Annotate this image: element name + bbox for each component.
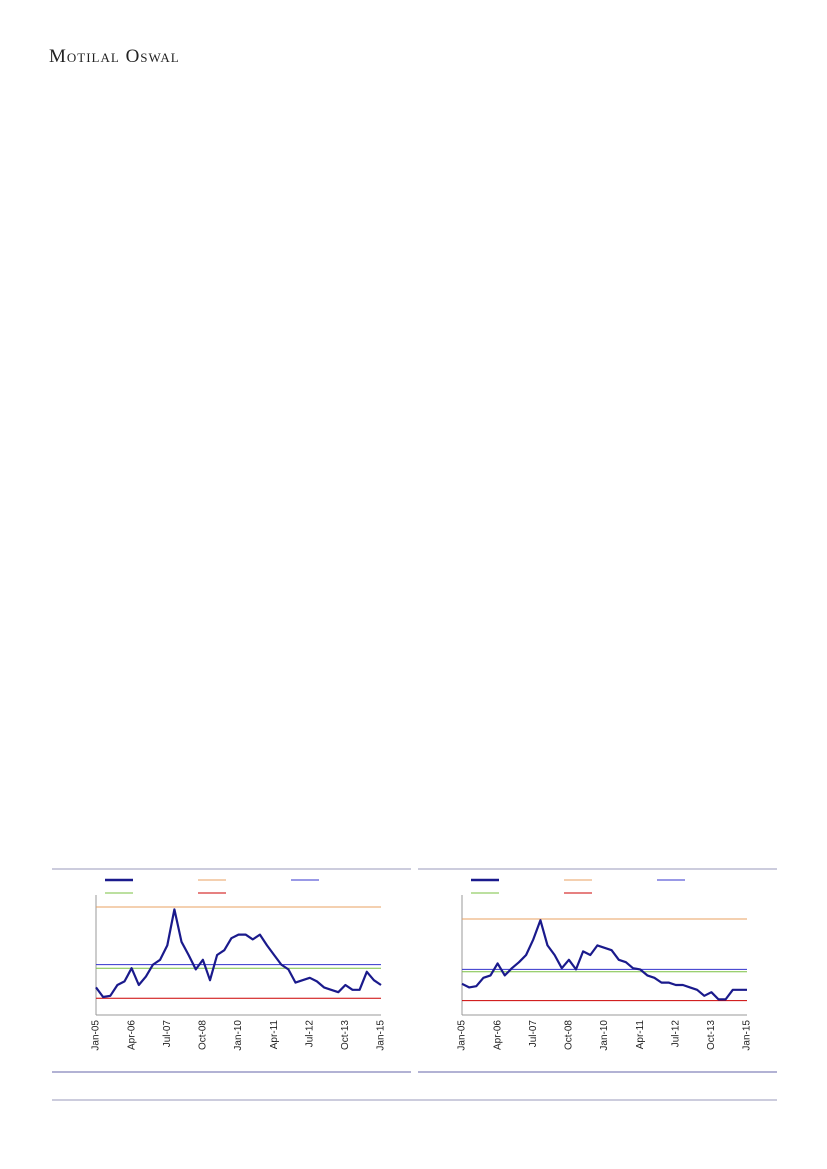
x-tick-label: Jan-05 bbox=[457, 1020, 468, 1051]
x-tick-label: Jan-15 bbox=[376, 1020, 387, 1051]
x-tick-label: Jan-10 bbox=[233, 1020, 244, 1051]
x-tick-label: Oct-13 bbox=[706, 1020, 717, 1050]
data-line bbox=[461, 919, 747, 1001]
x-tick-label: Jul-07 bbox=[528, 1020, 539, 1048]
x-tick-label: Jan-05 bbox=[91, 1020, 102, 1051]
x-tick-label: Jul-12 bbox=[670, 1020, 681, 1048]
x-tick-label: Apr-06 bbox=[126, 1020, 137, 1050]
brand: Motilal Oswal bbox=[49, 46, 180, 67]
x-tick-label: Jul-12 bbox=[304, 1020, 315, 1048]
x-tick-label: Apr-06 bbox=[492, 1020, 503, 1050]
x-tick-label: Oct-08 bbox=[564, 1020, 575, 1050]
x-tick-label: Jan-15 bbox=[742, 1020, 753, 1051]
data-line bbox=[95, 908, 382, 999]
x-tick-label: Jan-10 bbox=[599, 1020, 610, 1051]
x-tick-label: Oct-08 bbox=[198, 1020, 209, 1050]
x-tick-label: Apr-11 bbox=[635, 1020, 646, 1050]
x-tick-label: Apr-11 bbox=[269, 1020, 280, 1050]
x-tick-label: Oct-13 bbox=[340, 1020, 351, 1050]
x-tick-label: Jul-07 bbox=[162, 1020, 173, 1048]
